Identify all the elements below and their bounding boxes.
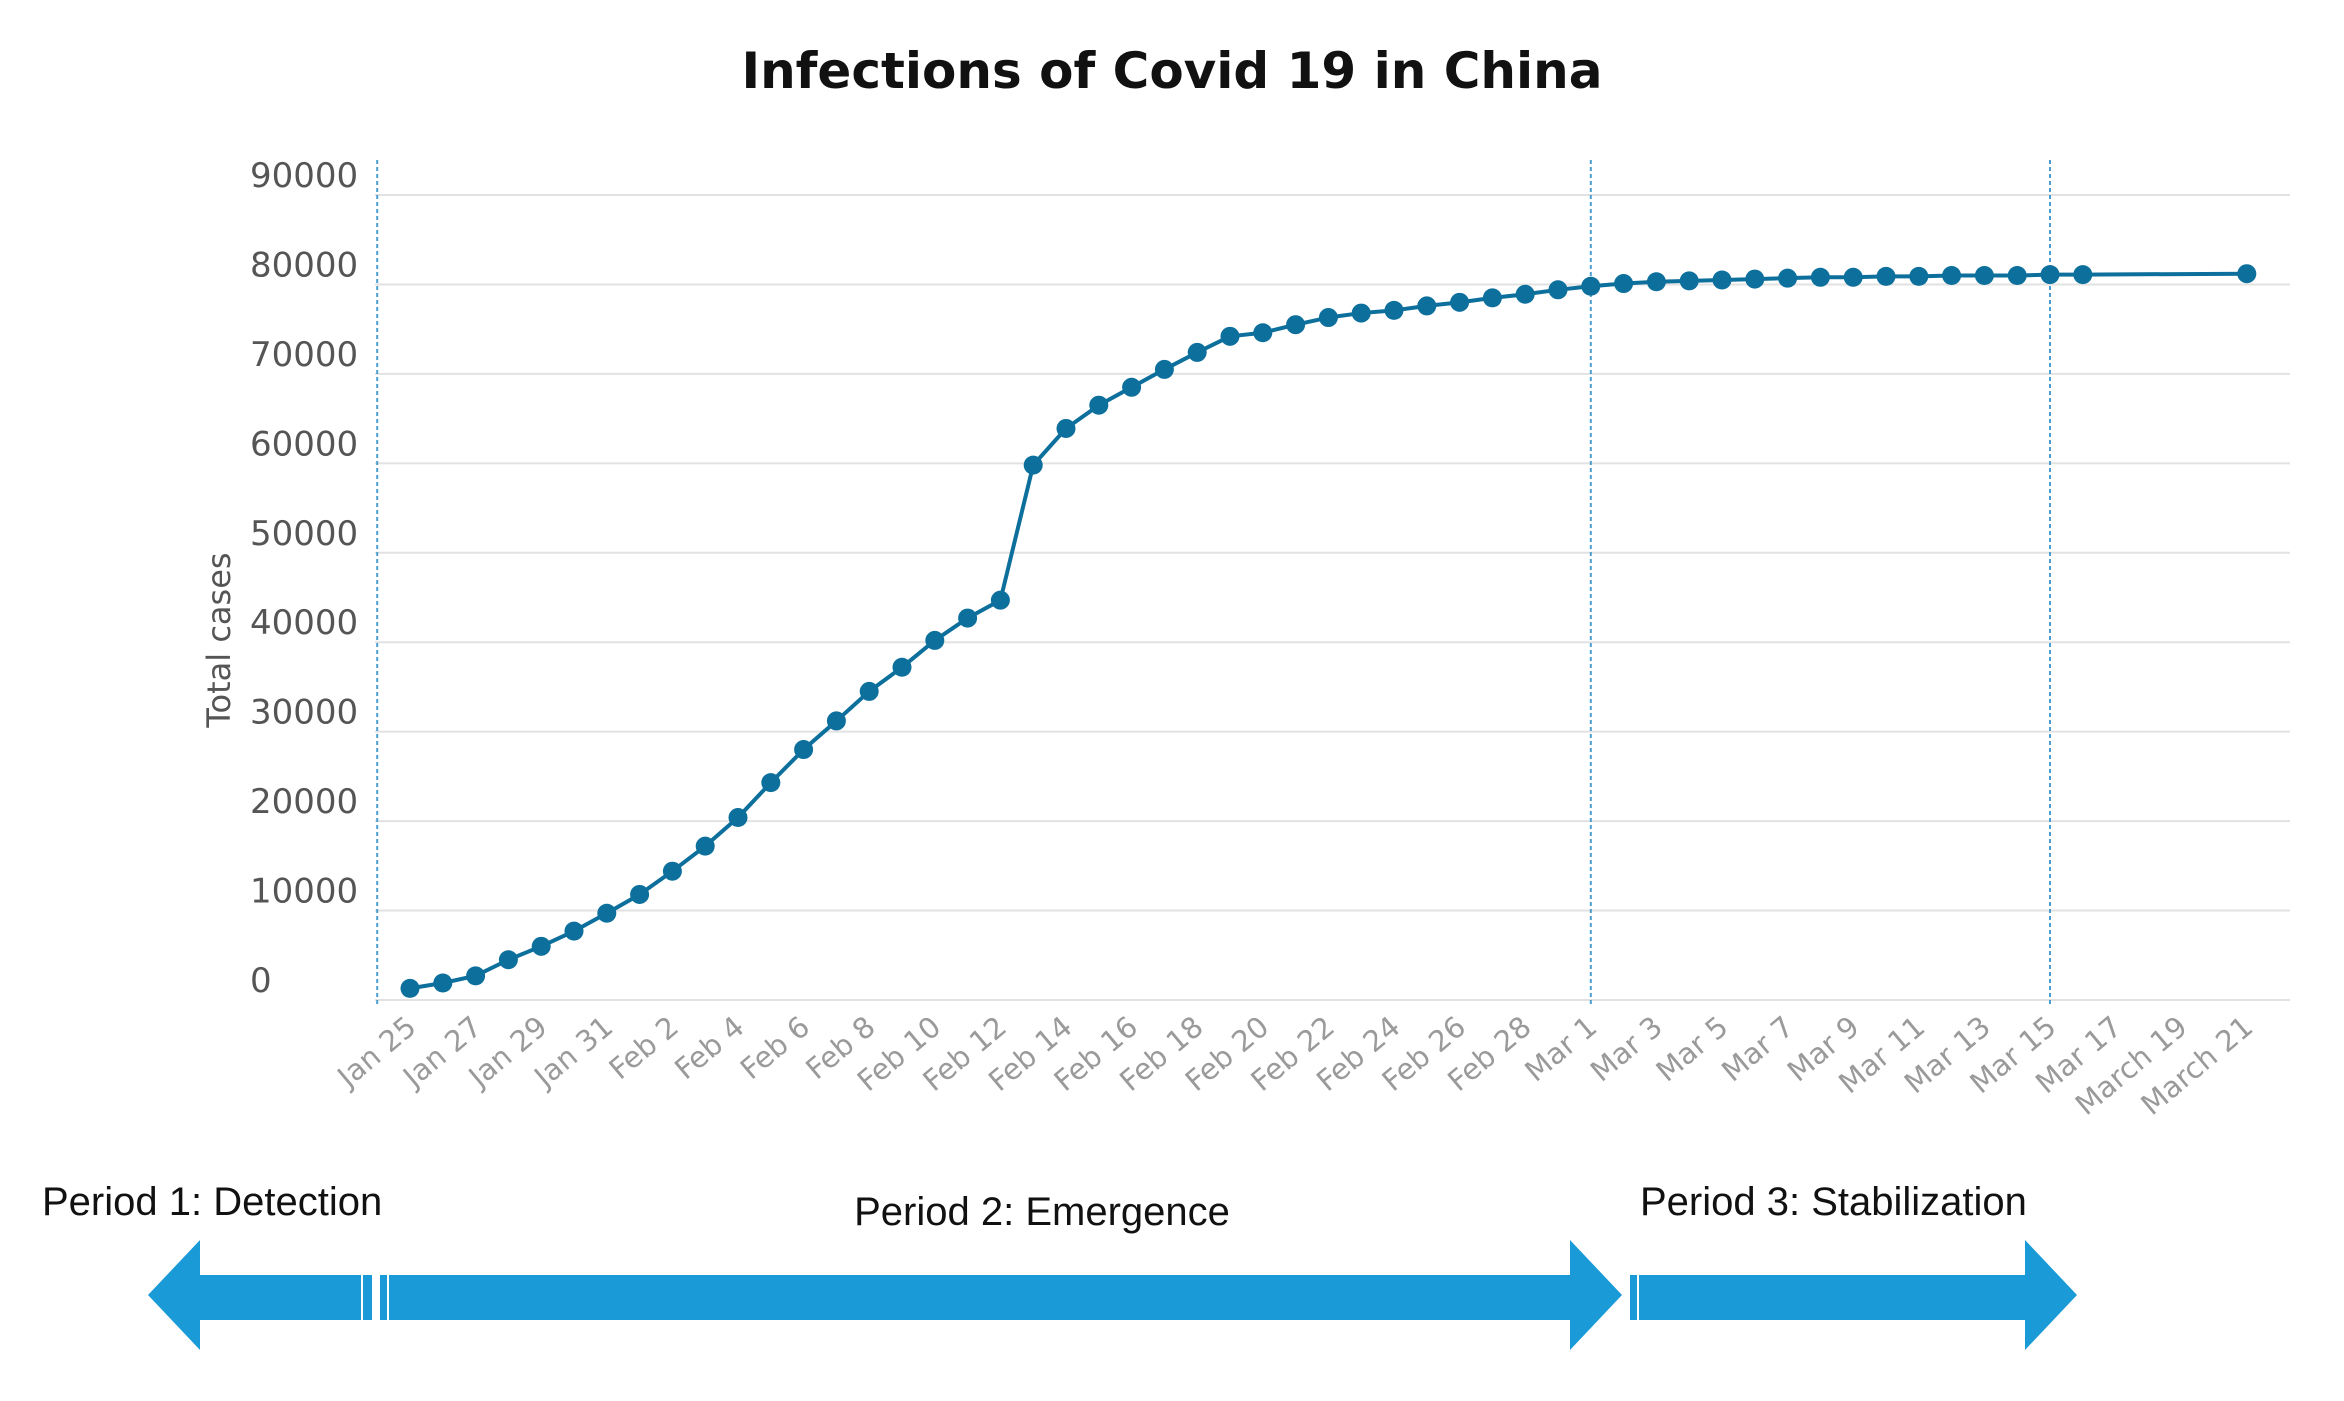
x-tick-feb-2: Feb 2 [603, 1009, 685, 1086]
line-segment-feb-12 [998, 463, 1036, 603]
point-mar-2 [1614, 274, 1634, 294]
point-mar-10 [1876, 266, 1896, 286]
point-jan-25 [400, 978, 420, 998]
point-feb-10 [925, 630, 945, 650]
line-segment-mar-16 [2080, 271, 2249, 277]
point-mar-9 [1843, 267, 1863, 287]
point-jan-27 [466, 966, 486, 986]
point-mar-3 [1646, 272, 1666, 292]
x-tick-mar-7: Mar 7 [1715, 1009, 1800, 1088]
point-mar-15 [2040, 265, 2060, 285]
x-tick-feb-4: Feb 4 [668, 1009, 750, 1086]
x-tick-feb-6: Feb 6 [734, 1009, 816, 1086]
point-feb-8 [859, 681, 879, 701]
point-feb-5 [761, 773, 781, 793]
chart-title: Infections of Covid 19 in China [741, 42, 1602, 100]
y-tick-80000: 80000 [250, 245, 358, 285]
point-feb-16 [1122, 377, 1142, 397]
period-3-label: Period 3: Stabilization [1640, 1180, 2027, 1224]
point-jan-30 [564, 921, 584, 941]
point-jan-28 [498, 950, 518, 970]
point-feb-23 [1351, 303, 1371, 323]
y-tick-90000: 90000 [250, 156, 358, 196]
period-dividers [376, 160, 2051, 1005]
point-feb-28 [1515, 284, 1535, 304]
point-jan-31 [597, 903, 617, 923]
point-feb-22 [1318, 308, 1338, 328]
point-mar-4 [1679, 271, 1699, 291]
period-1-label: Period 1: Detection [42, 1180, 382, 1224]
point-feb-17 [1154, 359, 1174, 379]
point-feb-11 [958, 608, 978, 628]
point-mar-16 [2073, 265, 2093, 285]
period-3-arrow [1630, 1240, 2077, 1350]
point-feb-7 [826, 711, 846, 731]
point-mar-13 [1974, 266, 1994, 285]
point-feb-15 [1089, 395, 1109, 415]
point-mar-7 [1778, 268, 1798, 288]
point-feb-13 [1023, 455, 1043, 475]
point-mar-1 [1581, 276, 1601, 296]
point-feb-25 [1417, 296, 1437, 316]
point-feb-19 [1220, 326, 1240, 346]
x-tick-mar-5: Mar 5 [1650, 1009, 1735, 1088]
point-feb-26 [1450, 292, 1470, 312]
point-feb-1 [630, 884, 650, 904]
y-tick-70000: 70000 [250, 335, 358, 375]
point-feb-9 [892, 657, 912, 677]
period-1-arrow [148, 1240, 372, 1350]
point-feb-2 [662, 861, 682, 881]
y-tick-20000: 20000 [250, 782, 358, 822]
point-jan-26 [433, 973, 453, 993]
point-feb-24 [1384, 300, 1404, 320]
y-tick-60000: 60000 [250, 424, 358, 464]
point-mar-12 [1942, 266, 1962, 285]
y-tick-30000: 30000 [250, 693, 358, 733]
y-tick-50000: 50000 [250, 514, 358, 554]
point-feb-12 [990, 590, 1010, 610]
x-tick-mar-1: Mar 1 [1518, 1009, 1603, 1088]
period-2-arrow [380, 1240, 1622, 1350]
x-tick-mar-3: Mar 3 [1584, 1009, 1669, 1088]
point-feb-20 [1253, 323, 1273, 343]
period-2-label: Period 2: Emergence [854, 1190, 1230, 1234]
point-mar-14 [2007, 266, 2027, 285]
y-axis-label: Total cases [200, 552, 238, 728]
series-total-cases [400, 264, 2257, 998]
point-feb-6 [794, 740, 814, 760]
point-march-21 [2237, 264, 2257, 284]
point-mar-6 [1745, 269, 1765, 289]
period-arrows [148, 1240, 2077, 1350]
y-tick-0: 0 [250, 961, 272, 1001]
point-feb-27 [1482, 288, 1502, 308]
y-tick-40000: 40000 [250, 603, 358, 643]
point-jan-29 [531, 936, 551, 956]
point-mar-11 [1909, 266, 1929, 286]
point-feb-14 [1056, 418, 1076, 438]
point-feb-21 [1286, 315, 1306, 335]
y-tick-10000: 10000 [250, 872, 358, 912]
point-feb-29 [1548, 280, 1568, 300]
point-mar-5 [1712, 270, 1732, 290]
point-feb-18 [1187, 342, 1207, 362]
point-feb-3 [695, 836, 715, 856]
grid-lines [375, 194, 2290, 1001]
y-axis-ticks: 0 10000 20000 30000 40000 50000 60000 70000 8000… [250, 156, 358, 1001]
point-feb-4 [728, 808, 748, 828]
point-mar-8 [1810, 267, 1830, 287]
